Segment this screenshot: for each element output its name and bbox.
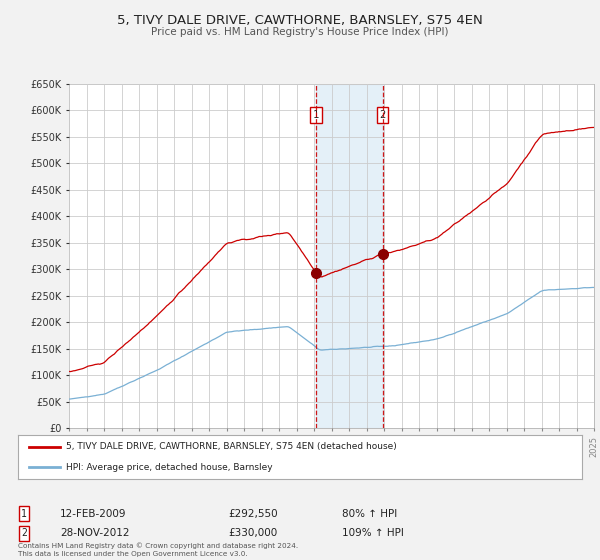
Text: 1: 1: [21, 508, 27, 519]
Text: £330,000: £330,000: [228, 528, 277, 538]
Text: 1: 1: [313, 110, 319, 120]
Text: £292,550: £292,550: [228, 508, 278, 519]
Text: Price paid vs. HM Land Registry's House Price Index (HPI): Price paid vs. HM Land Registry's House …: [151, 27, 449, 37]
Text: 12-FEB-2009: 12-FEB-2009: [60, 508, 127, 519]
Text: Contains HM Land Registry data © Crown copyright and database right 2024.: Contains HM Land Registry data © Crown c…: [18, 542, 298, 549]
Bar: [316, 84, 383, 428]
Text: 5, TIVY DALE DRIVE, CAWTHORNE, BARNSLEY, S75 4EN: 5, TIVY DALE DRIVE, CAWTHORNE, BARNSLEY,…: [117, 14, 483, 27]
Text: 2: 2: [21, 528, 27, 538]
Text: 109% ↑ HPI: 109% ↑ HPI: [342, 528, 404, 538]
Text: 2: 2: [379, 110, 386, 120]
Text: 80% ↑ HPI: 80% ↑ HPI: [342, 508, 397, 519]
Text: 5, TIVY DALE DRIVE, CAWTHORNE, BARNSLEY, S75 4EN (detached house): 5, TIVY DALE DRIVE, CAWTHORNE, BARNSLEY,…: [66, 442, 397, 451]
Text: HPI: Average price, detached house, Barnsley: HPI: Average price, detached house, Barn…: [66, 463, 272, 472]
Text: This data is licensed under the Open Government Licence v3.0.: This data is licensed under the Open Gov…: [18, 551, 248, 557]
Text: 28-NOV-2012: 28-NOV-2012: [60, 528, 130, 538]
